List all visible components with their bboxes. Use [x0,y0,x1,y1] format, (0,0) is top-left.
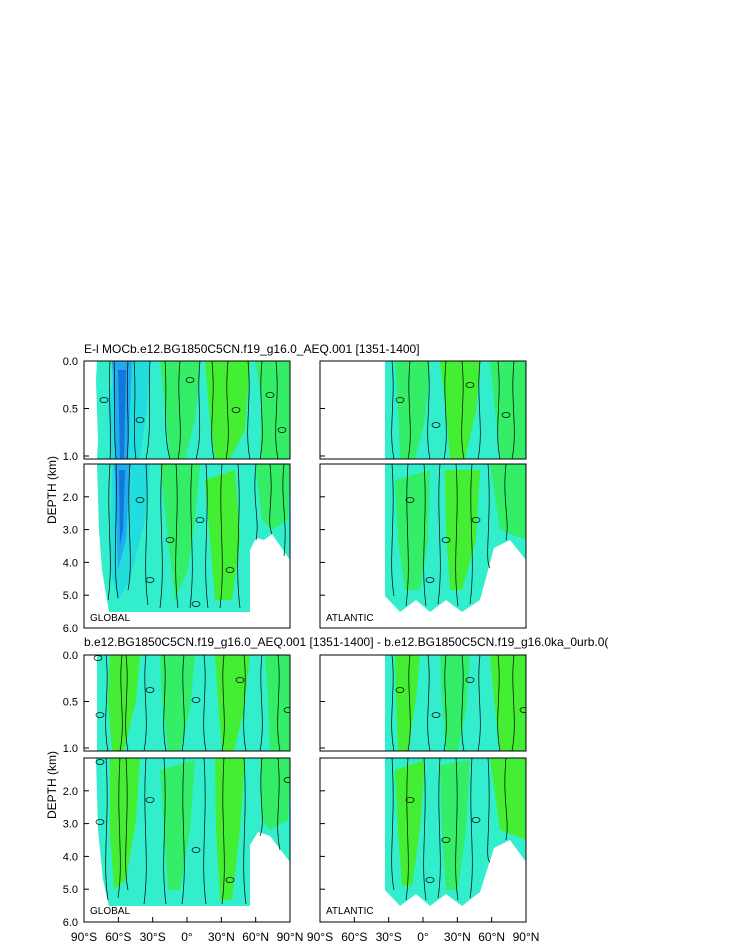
x-tick-label: 90°N [277,930,304,944]
bottom-atlantic-lower-contours [391,758,508,901]
bottom-atlantic-upper-contours [391,655,526,751]
y-tick-label: 3.0 [63,819,78,831]
x-tick-label: 60°S [105,930,131,944]
y-tick-label: 6.0 [63,917,78,929]
bottom-global-lower-panel [84,758,290,922]
x-tick-label: 30°N [208,930,235,944]
y-tick-label: 2.0 [63,492,78,504]
x-tick-label: 30°N [444,930,471,944]
top-y-axis-label: DEPTH (km) [45,456,59,524]
bottom-global-region-label: GLOBAL [90,906,130,917]
y-tick-label: 3.0 [63,525,78,537]
top-figure-title: E-l MOCb.e12.BG1850C5CN.f19_g16.0_AEQ.00… [84,342,420,356]
y-tick-label: 0.5 [63,697,78,709]
bottom-atlantic-upper-frame [319,654,527,752]
top-atlantic-upper-frame [319,360,527,460]
bottom-atlantic-upper-panel [320,655,526,751]
bottom-y-axis-label: DEPTH (km) [45,751,59,819]
x-tick-label: 60°N [478,930,505,944]
y-tick-label: 6.0 [63,623,78,635]
y-tick-label: 1.0 [63,451,78,463]
top-global-lower-frame [83,463,291,629]
y-tick-label: 5.0 [63,590,78,602]
y-tick-label: 5.0 [63,884,78,896]
x-tick-label: 90°N [513,930,540,944]
x-tick-label: 60°N [242,930,269,944]
top-atlantic-lower-contours [391,464,508,607]
top-global-upper-panel [84,361,290,459]
bottom-global-upper-frame [83,654,291,752]
y-tick-label: 0.0 [63,650,78,662]
y-tick-label: 2.0 [63,786,78,798]
top-atlantic-lower-panel [320,464,526,628]
bottom-global-upper-contours [93,655,290,751]
top-atlantic-upper-panel [320,361,526,459]
top-atlantic-region-label: ATLANTIC [326,613,374,624]
top-global-lower-panel [84,464,290,628]
x-tick-label: 0° [181,930,193,944]
y-tick-label: 1.0 [63,743,78,755]
y-tick-label: 0.0 [63,356,78,368]
top-global-lower-contours [107,464,286,609]
top-atlantic-upper-contours [391,361,515,459]
x-tick-label: 90°S [71,930,97,944]
y-tick-label: 0.5 [63,404,78,416]
bottom-atlantic-region-label: ATLANTIC [326,906,374,917]
top-global-upper-contours [99,361,287,459]
x-tick-label: 90°S [307,930,333,944]
x-tick-label: 0° [417,930,429,944]
bottom-atlantic-lower-panel [320,758,526,922]
bottom-global-lower-contours [95,758,290,905]
x-tick-label: 30°S [140,930,166,944]
top-atlantic-lower-frame [319,463,527,629]
x-tick-label: 60°S [341,930,367,944]
top-global-upper-frame [83,360,291,460]
y-tick-label: 4.0 [63,557,78,569]
y-tick-label: 4.0 [63,851,78,863]
x-tick-label: 30°S [376,930,402,944]
top-global-region-label: GLOBAL [90,613,130,624]
bottom-global-upper-panel [84,655,290,751]
tick-layer: 0.0 0.5 1.0 2.0 3.0 4.0 5.0 6.0 0.0 0.5 1.0 2.0 3.0 4… [63,356,540,944]
bottom-figure-title: b.e12.BG1850C5CN.f19_g16.0_AEQ.001 [1351… [84,635,608,649]
